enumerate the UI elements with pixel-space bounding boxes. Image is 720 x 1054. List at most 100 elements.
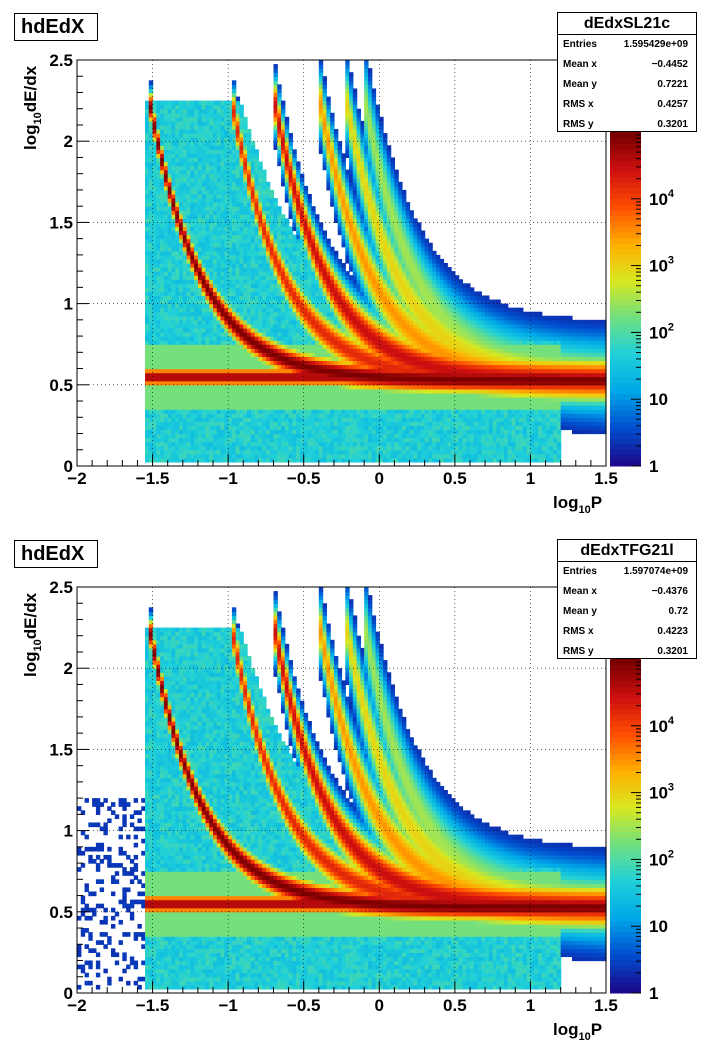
heatmap-cell [292, 157, 297, 163]
heatmap-cell [228, 405, 233, 410]
heatmap-cell [292, 421, 297, 426]
heatmap-cell [345, 445, 350, 451]
heatmap-cell [258, 242, 263, 248]
heatmap-cell [179, 250, 184, 256]
heatmap-cell [235, 303, 241, 309]
heatmap-cell [213, 340, 218, 345]
heatmap-cell [186, 429, 191, 435]
heatmap-cell [167, 108, 173, 114]
heatmap-cell [349, 372, 354, 378]
heatmap-cell [156, 181, 161, 187]
heatmap-cell [322, 133, 327, 138]
heatmap-cell [228, 218, 233, 223]
heatmap-cell [352, 283, 358, 288]
heatmap-cell [322, 263, 327, 268]
heatmap-cell [326, 157, 331, 163]
heatmap-cell [231, 275, 237, 280]
heatmap-cell [269, 210, 275, 215]
heatmap-cell [194, 392, 199, 398]
heatmap-cell [163, 267, 169, 272]
heatmap-cell [209, 210, 214, 215]
heatmap-cell [307, 344, 312, 349]
heatmap-cell [216, 279, 222, 284]
heatmap-cell [186, 222, 191, 228]
heatmap-cell [254, 165, 259, 171]
heatmap-cell [250, 185, 256, 191]
heatmap-cell [235, 214, 241, 219]
heatmap-cell [337, 401, 343, 406]
heatmap-cell [307, 429, 312, 435]
heatmap-cell [360, 234, 365, 240]
heatmap-cell [209, 405, 214, 410]
heatmap-cell [201, 234, 207, 240]
heatmap-cell [349, 449, 354, 455]
heatmap-cell [296, 433, 301, 439]
heatmap-cell [296, 307, 301, 313]
heatmap-cell [201, 177, 207, 183]
heatmap-cell [262, 206, 267, 211]
heatmap-cell [243, 441, 248, 447]
heatmap-cell [254, 193, 259, 199]
heatmap-cell [337, 388, 343, 394]
heatmap-cell [194, 242, 199, 248]
heatmap-cell [190, 315, 195, 321]
heatmap-cell [175, 165, 180, 171]
heatmap-cell [303, 336, 309, 341]
heatmap-cell [315, 287, 320, 293]
heatmap-cell [341, 169, 346, 175]
heatmap-cell [152, 206, 157, 211]
heatmap-cell [364, 92, 369, 98]
heatmap-cell [273, 84, 278, 90]
heatmap-cell [186, 202, 191, 207]
heatmap-cell [152, 165, 157, 171]
heatmap-cell [213, 429, 218, 435]
heatmap-cell [243, 445, 248, 451]
heatmap-cell [186, 315, 191, 321]
heatmap-cell [186, 441, 191, 447]
heatmap-cell [273, 230, 278, 236]
heatmap-cell [160, 222, 165, 228]
heatmap-cell [311, 279, 316, 284]
heatmap-cell [186, 258, 191, 264]
heatmap-cell [213, 133, 218, 138]
heatmap-cell [171, 202, 176, 207]
heatmap-cell [175, 137, 180, 142]
heatmap-cell [194, 153, 199, 159]
heatmap-cell [269, 315, 275, 321]
heatmap-cell [345, 417, 350, 422]
heatmap-cell [322, 124, 327, 130]
heatmap-cell [247, 258, 252, 264]
heatmap-cell [281, 133, 286, 138]
heatmap-cell [148, 108, 154, 114]
heatmap-cell [145, 112, 150, 118]
heatmap-cell [364, 161, 369, 167]
heatmap-cell [167, 303, 173, 309]
heatmap-cell [205, 234, 210, 240]
heatmap-cell [277, 340, 282, 345]
heatmap-cell [288, 283, 293, 288]
heatmap-cell [201, 299, 207, 305]
heatmap-cell [318, 129, 324, 134]
heatmap-cell [231, 449, 237, 455]
heatmap-cell [216, 145, 222, 150]
heatmap-cell [194, 141, 199, 146]
heatmap-cell [281, 153, 286, 159]
heatmap-cell [175, 226, 180, 232]
heatmap-cell [186, 303, 191, 309]
heatmap-cell [250, 242, 256, 248]
heatmap-cell [315, 441, 320, 447]
heatmap-cell [322, 157, 327, 163]
heatmap-cell [333, 161, 339, 167]
heatmap-cell [152, 250, 157, 256]
heatmap-cell [364, 198, 369, 203]
heatmap-cell [277, 246, 282, 252]
heatmap-cell [311, 267, 316, 272]
heatmap-cell [356, 141, 361, 146]
heatmap-cell [273, 145, 278, 150]
heatmap-cell [265, 242, 271, 248]
heatmap-cell [277, 291, 282, 297]
heatmap-cell [175, 120, 180, 126]
heatmap-cell [194, 323, 199, 329]
heatmap-cell [288, 384, 293, 390]
heatmap-cell [307, 445, 312, 451]
